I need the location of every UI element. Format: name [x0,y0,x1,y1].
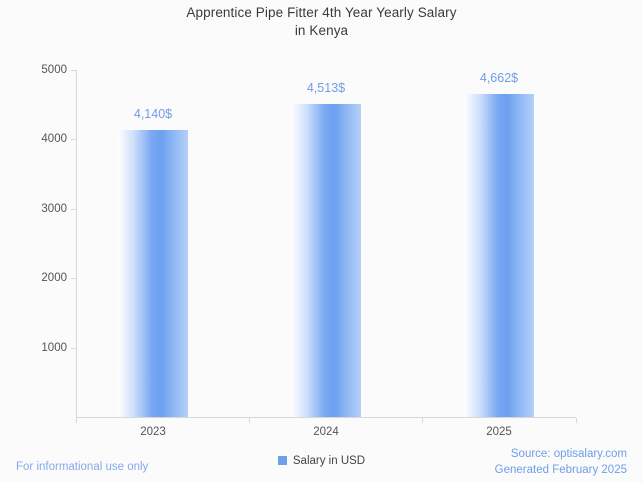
bar-value-2023: 4,140$ [133,107,173,121]
y-tick-label: 5000 [41,64,67,76]
bar-group-2025[interactable]: 4,662$ [464,70,534,417]
y-tick-label: 1000 [41,341,67,354]
bar-group-2024[interactable]: 4,513$ [291,70,361,417]
bar-2024[interactable] [291,103,361,417]
x-tick-mark [422,418,423,423]
generated-text: Generated February 2025 [494,464,627,476]
bar-value-2024: 4,513$ [306,81,346,95]
chart-title: Apprentice Pipe Fitter 4th Year Yearly S… [0,4,643,40]
y-tick-mark [71,208,76,210]
source-note: Source: optisalary.com Generated Februar… [495,446,627,478]
bar-group-2023[interactable]: 4,140$ [118,70,188,417]
x-tick-label-2023: 2023 [140,426,166,438]
x-tick-label-2025: 2025 [486,426,512,438]
x-tick-label-2024: 2024 [313,426,339,438]
y-tick-label: 4000 [41,133,67,146]
y-tick-mark [71,278,76,280]
bar-value-2025: 4,662$ [479,71,519,85]
plot-area: 5000 4000 3000 2000 1000 4,140$ 4,513$ [41,64,576,417]
y-tick-mark [71,139,76,141]
y-tick-mark [71,347,76,349]
bar-2023[interactable] [118,129,188,417]
chart-title-line2: in Kenya [294,23,349,38]
chart-legend: Salary in USD [0,455,643,467]
chart-title-line1: Apprentice Pipe Fitter 4th Year Yearly S… [186,5,457,20]
y-axis-line [76,70,77,418]
bar-2025[interactable] [464,93,534,417]
x-axis-line [76,417,576,418]
legend-swatch-icon [277,456,287,465]
y-tick-mark [71,70,76,71]
legend-label: Salary in USD [292,455,366,467]
y-tick-label: 3000 [41,202,67,215]
x-tick-mark [249,418,250,423]
x-tick-mark [76,418,77,423]
legend-item-salary-in-usd[interactable]: Salary in USD [277,455,366,467]
y-tick-label: 2000 [41,272,67,285]
source-text: Source: optisalary.com [510,448,627,460]
disclaimer-note: For informational use only [16,461,149,473]
x-tick-mark [576,418,577,423]
